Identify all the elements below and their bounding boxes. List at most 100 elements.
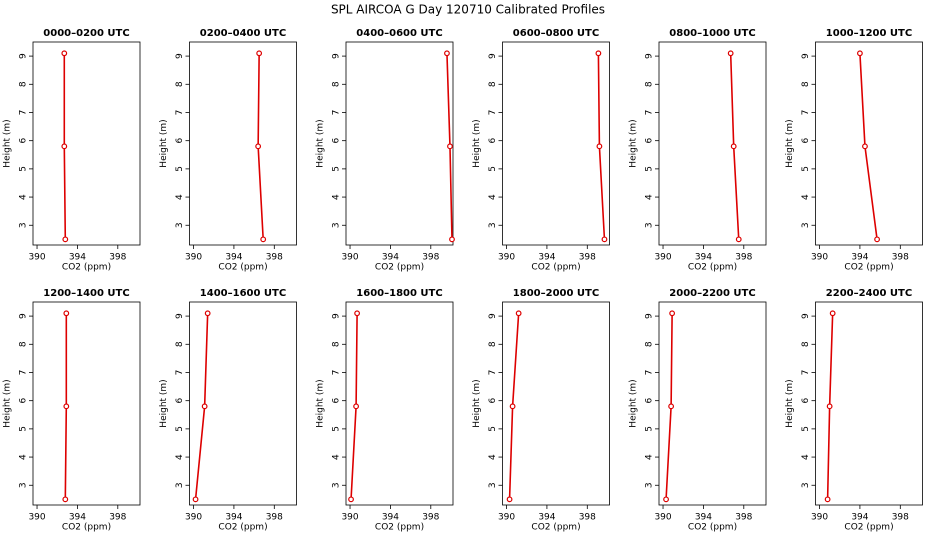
y-tick-label: 5 bbox=[175, 426, 185, 432]
data-point bbox=[668, 403, 675, 410]
y-tick-label: 4 bbox=[488, 454, 498, 460]
y-tick-label: 6 bbox=[488, 398, 498, 404]
data-point bbox=[826, 403, 833, 410]
panel-title: 0200–0400 UTC bbox=[200, 28, 286, 39]
y-tick-label: 3 bbox=[19, 222, 29, 228]
y-tick-label: 4 bbox=[645, 454, 655, 460]
y-tick-label: 4 bbox=[19, 454, 29, 460]
x-tick-label: 390 bbox=[341, 253, 358, 263]
x-axis-label: CO2 (ppm) bbox=[844, 263, 893, 273]
y-tick-label: 8 bbox=[801, 81, 811, 87]
y-tick-label: 6 bbox=[645, 398, 655, 404]
y-tick-label: 8 bbox=[801, 341, 811, 347]
data-point bbox=[348, 496, 354, 503]
x-axis-label: CO2 (ppm) bbox=[531, 523, 580, 533]
x-tick-label: 398 bbox=[892, 253, 909, 263]
data-point bbox=[62, 236, 69, 243]
y-tick-label: 8 bbox=[175, 341, 185, 347]
x-tick-label: 394 bbox=[851, 253, 868, 263]
x-tick-label: 398 bbox=[422, 253, 439, 263]
x-tick-label: 390 bbox=[498, 513, 515, 523]
y-tick-label: 6 bbox=[19, 398, 29, 404]
y-tick-label: 4 bbox=[332, 454, 342, 460]
y-tick-label: 8 bbox=[332, 341, 342, 347]
data-point bbox=[730, 143, 737, 150]
y-tick-label: 9 bbox=[645, 313, 655, 319]
data-point bbox=[515, 310, 522, 317]
y-tick-label: 3 bbox=[488, 222, 498, 228]
y-tick-label: 7 bbox=[801, 370, 811, 376]
data-point bbox=[596, 143, 603, 150]
y-tick-label: 9 bbox=[19, 53, 29, 59]
x-axis-label: CO2 (ppm) bbox=[62, 263, 111, 273]
y-tick-label: 4 bbox=[175, 194, 185, 200]
plot-frame bbox=[32, 301, 141, 506]
data-point bbox=[601, 236, 608, 243]
x-tick-label: 394 bbox=[382, 513, 399, 523]
y-tick-label: 8 bbox=[19, 81, 29, 87]
y-tick-label: 3 bbox=[801, 222, 811, 228]
y-tick-label: 3 bbox=[488, 482, 498, 488]
y-tick-label: 9 bbox=[332, 313, 342, 319]
y-tick-label: 9 bbox=[19, 313, 29, 319]
x-tick-label: 390 bbox=[28, 513, 45, 523]
plot-frame bbox=[189, 41, 297, 246]
y-tick-label: 4 bbox=[19, 194, 29, 200]
y-tick-label: 5 bbox=[801, 426, 811, 432]
x-tick-label: 398 bbox=[735, 253, 752, 263]
x-tick-label: 390 bbox=[654, 253, 671, 263]
y-tick-label: 9 bbox=[801, 313, 811, 319]
data-point bbox=[862, 143, 868, 150]
plot-frame bbox=[815, 41, 923, 246]
panel-title: 0400–0600 UTC bbox=[356, 28, 442, 39]
y-tick-label: 3 bbox=[175, 222, 185, 228]
x-tick-label: 394 bbox=[851, 513, 868, 523]
data-point bbox=[506, 496, 513, 503]
data-point bbox=[874, 236, 880, 243]
x-tick-label: 390 bbox=[811, 513, 828, 523]
data-point bbox=[727, 50, 734, 57]
y-axis-label: Height (m) bbox=[316, 379, 326, 427]
y-tick-label: 8 bbox=[645, 341, 655, 347]
panel-title: 2200–2400 UTC bbox=[826, 288, 912, 299]
x-axis-label: CO2 (ppm) bbox=[688, 523, 737, 533]
y-tick-label: 8 bbox=[175, 81, 185, 87]
x-tick-label: 390 bbox=[498, 253, 515, 263]
data-point bbox=[829, 310, 836, 317]
y-tick-label: 7 bbox=[332, 370, 342, 376]
y-tick-label: 5 bbox=[175, 166, 185, 172]
data-point bbox=[204, 310, 211, 317]
y-tick-label: 7 bbox=[19, 110, 29, 116]
y-tick-label: 7 bbox=[175, 110, 185, 116]
x-tick-label: 394 bbox=[538, 513, 555, 523]
x-axis-label: CO2 (ppm) bbox=[218, 523, 267, 533]
y-axis-label: Height (m) bbox=[629, 119, 639, 167]
y-tick-label: 9 bbox=[488, 313, 498, 319]
x-tick-label: 394 bbox=[69, 513, 86, 523]
data-point bbox=[260, 236, 267, 243]
y-tick-label: 9 bbox=[801, 53, 811, 59]
plot-frame bbox=[345, 41, 454, 246]
data-point bbox=[61, 143, 68, 150]
x-tick-label: 398 bbox=[109, 513, 126, 523]
y-tick-label: 3 bbox=[19, 482, 29, 488]
y-axis-label: Height (m) bbox=[159, 119, 169, 167]
y-tick-label: 6 bbox=[332, 398, 342, 404]
y-tick-label: 4 bbox=[332, 194, 342, 200]
x-tick-label: 390 bbox=[811, 253, 828, 263]
x-axis-label: CO2 (ppm) bbox=[375, 263, 424, 273]
y-tick-label: 9 bbox=[488, 53, 498, 59]
x-tick-label: 398 bbox=[579, 253, 596, 263]
y-tick-label: 9 bbox=[645, 53, 655, 59]
y-tick-label: 7 bbox=[19, 370, 29, 376]
data-point bbox=[824, 496, 831, 503]
y-tick-label: 9 bbox=[332, 53, 342, 59]
panel-title: 2000–2200 UTC bbox=[669, 288, 755, 299]
x-tick-label: 390 bbox=[28, 253, 45, 263]
data-point bbox=[595, 50, 602, 57]
y-tick-label: 5 bbox=[488, 426, 498, 432]
x-tick-label: 398 bbox=[266, 253, 283, 263]
y-tick-label: 5 bbox=[19, 166, 29, 172]
plot-frame bbox=[32, 41, 141, 246]
